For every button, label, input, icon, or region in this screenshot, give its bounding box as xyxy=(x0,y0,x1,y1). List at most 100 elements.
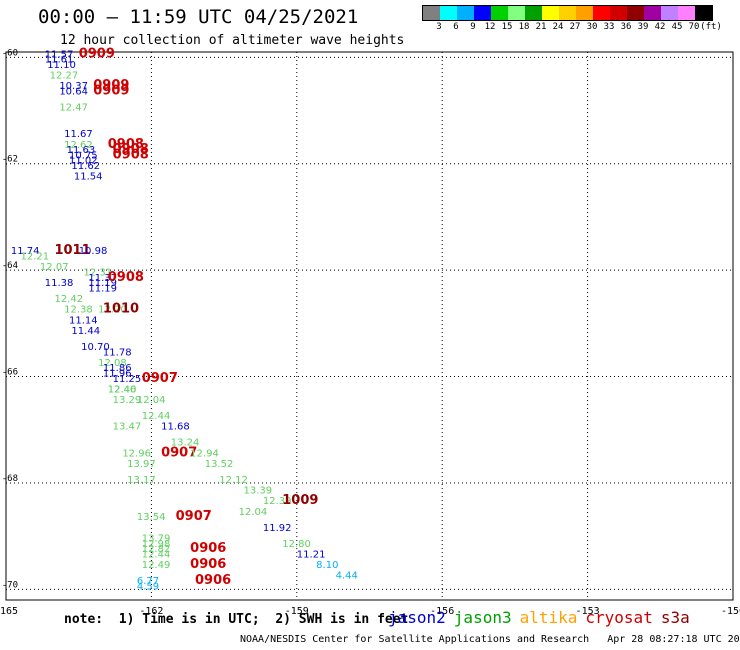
wave-height-label: 12.44 xyxy=(142,411,171,422)
time-label: 0909 xyxy=(93,84,129,99)
time-label: 0906 xyxy=(195,573,231,588)
wave-height-label: 11.25 xyxy=(113,374,142,385)
legend-swatch xyxy=(695,6,712,20)
legend-label: 6 xyxy=(453,22,459,32)
wave-height-label: 11.19 xyxy=(88,283,117,294)
time-label: 0908 xyxy=(113,147,149,162)
wave-height-label: 10.64 xyxy=(59,87,88,98)
chart-title: 00:00 – 11:59 UTC 04/25/2021 xyxy=(38,6,359,28)
legend-swatch xyxy=(525,6,542,20)
wave-height-label: 11.44 xyxy=(71,326,100,337)
footer-timestamp: Apr 28 08:27:18 UTC 2021 xyxy=(607,634,740,645)
wave-height-label: 12.98 xyxy=(142,539,171,550)
legend-label: 21 xyxy=(535,22,547,32)
satellite-jason3: jason3 xyxy=(453,608,512,627)
y-tick-label: -68 xyxy=(2,474,18,484)
wave-height-label: 12.47 xyxy=(59,103,88,114)
wave-height-label: 13.79 xyxy=(142,533,171,544)
wave-height-label: 12.21 xyxy=(21,251,50,262)
legend-swatch xyxy=(491,6,508,20)
wave-height-label: 12.04 xyxy=(239,507,268,518)
footer-org: NOAA/NESDIS Center for Satellite Applica… xyxy=(240,634,590,645)
legend-label: 24 xyxy=(552,22,564,32)
wave-height-label: 13.54 xyxy=(137,512,166,523)
wave-height-label: 12.12 xyxy=(219,475,248,486)
wave-height-label: 13.29 xyxy=(113,395,142,406)
wave-height-label: 12.20 xyxy=(98,305,127,316)
legend-label: 30 xyxy=(586,22,598,32)
legend-swatch xyxy=(542,6,559,20)
time-label: 0906 xyxy=(190,557,226,572)
wave-height-label: 11.10 xyxy=(47,60,76,71)
x-tick-label: -165 xyxy=(0,606,18,617)
legend-label: 3 xyxy=(436,22,442,32)
wave-height-label: 12.40 xyxy=(108,385,137,396)
time-label: 0908 xyxy=(108,137,144,152)
y-tick-label: -64 xyxy=(2,261,18,271)
wave-height-label: 12.08 xyxy=(98,358,127,369)
wave-height-label: 12.62 xyxy=(64,140,93,151)
wave-height-label: 12.96 xyxy=(122,448,151,459)
time-label: 0907 xyxy=(142,371,178,386)
legend-swatch xyxy=(627,6,644,20)
wave-height-label: 12.04 xyxy=(137,395,166,406)
legend-swatch xyxy=(661,6,678,20)
wave-height-label: 12.39 xyxy=(263,496,292,507)
legend-swatch xyxy=(593,6,610,20)
legend-label: 15 xyxy=(501,22,513,32)
wave-height-label: 12.82 xyxy=(142,544,171,555)
x-tick-label: -153 xyxy=(576,606,600,617)
legend-swatch xyxy=(678,6,695,20)
wave-height-label: 12.46 xyxy=(108,385,137,396)
wave-height-label: 11.38 xyxy=(45,278,74,289)
wave-height-label: 11.37 xyxy=(88,273,117,284)
legend-label: 39 xyxy=(637,22,649,32)
wave-height-label: 12.49 xyxy=(142,560,171,571)
chart-subtitle: 12 hour collection of altimeter wave hei… xyxy=(60,33,405,48)
plot-frame xyxy=(5,51,734,601)
wave-height-label: 12.44 xyxy=(142,549,171,560)
wave-height-label: 10.70 xyxy=(81,342,110,353)
time-label: 0907 xyxy=(161,445,197,460)
legend-label: 12 xyxy=(484,22,496,32)
y-tick-label: -60 xyxy=(2,48,18,58)
y-tick-label: -70 xyxy=(2,580,18,590)
wave-height-label: 11.02 xyxy=(69,156,98,167)
wave-height-label: 11.67 xyxy=(64,129,93,140)
legend-swatch xyxy=(508,6,525,20)
x-tick-label: -150 xyxy=(721,606,740,617)
wave-height-label: 12.27 xyxy=(50,71,79,82)
satellite-s3a: s3a xyxy=(660,608,690,627)
wave-height-label: 12.80 xyxy=(282,539,311,550)
wave-height-label: 12.31 xyxy=(84,267,113,278)
time-label: 0908 xyxy=(108,270,144,285)
wave-height-label: 11.96 xyxy=(103,369,132,380)
legend-swatch xyxy=(474,6,491,20)
legend-label: 27 xyxy=(569,22,581,32)
time-label: 1009 xyxy=(282,493,318,508)
note-text: note: 1) Time is in UTC; 2) SWH is in fe… xyxy=(64,612,409,627)
wave-height-label: 11.62 xyxy=(71,161,100,172)
wave-height-label: 13.24 xyxy=(171,438,200,449)
legend-label: 18 xyxy=(518,22,530,32)
legend-label: 9 xyxy=(470,22,476,32)
wave-height-label: 8.10 xyxy=(316,560,338,571)
legend-swatch xyxy=(644,6,661,20)
legend-label: (ft) xyxy=(700,22,722,32)
wave-height-label: 11.54 xyxy=(74,172,103,183)
legend-label: 70 xyxy=(688,22,700,32)
satellite-legend: jason2 jason3 altika cryosat s3a xyxy=(388,608,698,627)
wave-height-label: 11.61 xyxy=(45,55,74,66)
wave-height-label: 11.68 xyxy=(161,422,190,433)
wave-height-label: 11.92 xyxy=(263,523,292,534)
color-scale-legend xyxy=(422,5,713,21)
time-label: 0906 xyxy=(190,541,226,556)
wave-height-label: 11.14 xyxy=(69,315,98,326)
satellite-altika: altika xyxy=(519,608,578,627)
footer: NOAA/NESDIS Center for Satellite Applica… xyxy=(240,634,740,645)
wave-height-label: 13.17 xyxy=(127,475,156,486)
time-label: 1011 xyxy=(54,243,90,258)
wave-height-label: 11.74 xyxy=(11,246,40,257)
wave-height-label: 12.38 xyxy=(64,305,93,316)
wave-height-label: 12.94 xyxy=(190,448,219,459)
